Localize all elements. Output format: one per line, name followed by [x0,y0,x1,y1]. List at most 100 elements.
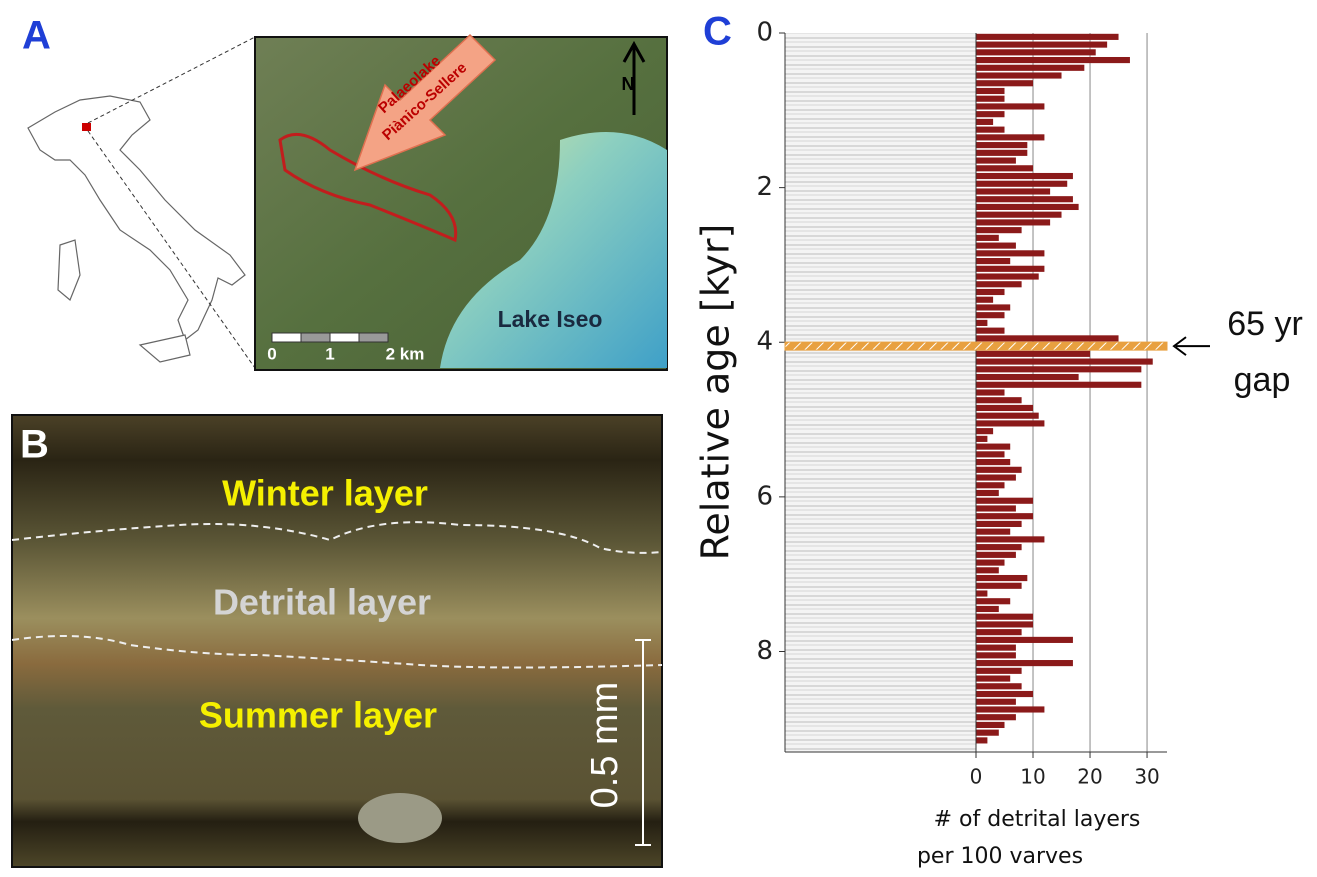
scale-label: 0.5 mm [584,682,626,809]
bar [976,87,1005,95]
y-tick-label: 6 [756,481,773,511]
bar [976,412,1039,419]
bar [976,111,1005,118]
bar [976,126,1005,133]
site-marker [82,123,91,131]
bar [976,474,1016,481]
bar [976,613,1034,620]
bar [976,149,1028,156]
bar [976,165,1034,172]
y-axis-label: Relative age [kyr] [694,224,738,561]
bar [976,227,1022,234]
bar [976,273,1039,280]
italy-outline [27,95,246,341]
bar [976,590,988,597]
bar [976,327,1005,334]
bar [976,319,988,326]
bar [976,157,1016,164]
scale-bar [329,332,360,343]
bar [976,250,1045,257]
y-tick-label: 4 [756,327,773,357]
bar [976,304,1011,311]
bar [976,435,988,442]
bar [976,667,1022,674]
bar [976,598,1011,605]
bar [976,41,1108,48]
bar [976,714,1016,721]
bar [976,335,1119,342]
bar [976,404,1034,412]
grain [358,793,442,843]
bar [976,551,1016,558]
bar [976,180,1068,187]
bar [976,397,1022,404]
zoom-line [87,36,256,124]
winter-label: Winter layer [222,473,428,514]
layer-boundary [11,521,663,554]
bar [976,373,1079,381]
bar [976,513,1034,520]
scale-bar [358,332,389,343]
bar [976,482,1005,489]
x-tick-label: 20 [1077,765,1102,789]
bar [976,134,1045,141]
bar [976,420,1045,427]
bar [976,242,1016,249]
bar [976,281,1022,288]
bar [976,288,1005,296]
bar [976,95,1005,102]
bar [976,203,1079,211]
bar [976,497,1034,504]
gap-band [784,341,1168,351]
north-label: N [622,74,635,94]
bar [976,729,999,736]
bar [976,219,1051,226]
y-tick-label: 2 [756,172,773,202]
bar [976,621,1034,628]
bar [976,690,1034,698]
x-axis-label: # of detrital layers [934,807,1141,832]
thin-section-image [11,414,663,868]
bar [976,80,1034,87]
bar [976,675,1011,682]
bar [976,698,1016,705]
bar [976,721,1005,729]
bar [976,381,1142,388]
bar [976,64,1085,71]
bar [976,466,1022,473]
bar [976,605,999,613]
palaeolake-outline [278,132,458,243]
sardinia [57,239,81,301]
bar [976,358,1153,365]
bar [976,636,1073,643]
bar [976,428,994,435]
lake [440,132,667,368]
bar [976,389,1005,396]
bar [976,505,1016,512]
scale-label: 1 [325,344,334,363]
bar [976,366,1142,373]
bar [976,544,1022,551]
gap-label: gap [1234,361,1291,399]
bar [976,56,1130,64]
bar [976,312,1005,319]
bar [976,211,1062,218]
gap-label: 65 yr [1227,305,1303,343]
scale-bar [300,332,331,343]
panel-letter: B [20,423,49,467]
bar [976,459,1011,466]
bar [976,49,1096,56]
scale-label: 0 [267,344,276,363]
bar [976,265,1045,272]
panel-letter: C [703,10,732,54]
bar [976,188,1051,195]
bar [976,142,1028,149]
x-tick-label: 0 [970,765,983,789]
scale-bar [271,332,302,343]
lake-label: Lake Iseo [498,306,603,332]
y-tick-label: 8 [756,636,773,666]
bar [976,629,1022,636]
bar [976,196,1073,203]
bar [976,582,1022,589]
